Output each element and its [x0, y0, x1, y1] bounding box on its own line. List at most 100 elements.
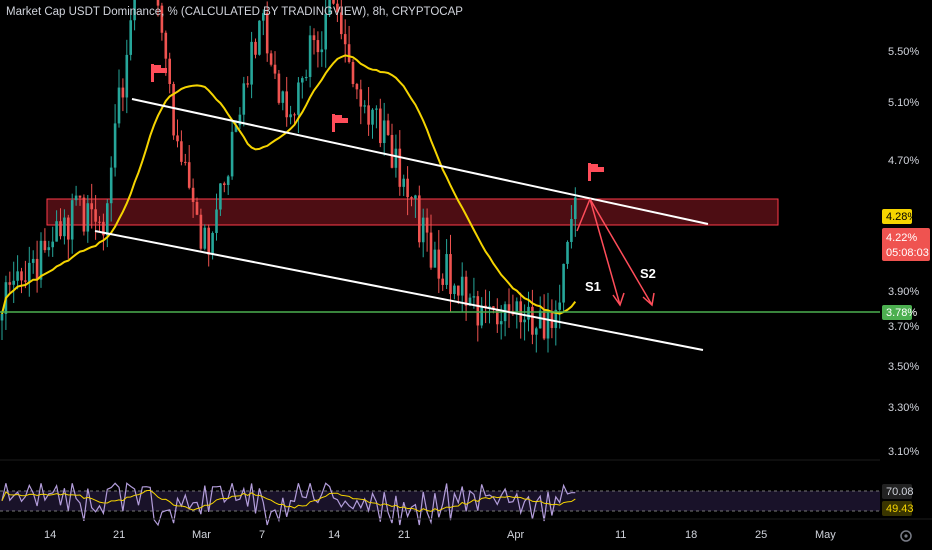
rsi-line — [1, 482, 576, 527]
candle-body — [375, 108, 378, 110]
svg-text:4.22%: 4.22% — [886, 232, 917, 244]
price-tick: 3.90% — [888, 286, 919, 298]
candle-body — [47, 247, 51, 251]
flag-icon — [151, 64, 167, 82]
candle-body — [226, 176, 230, 185]
candle-body — [281, 91, 285, 103]
channel-upper-line — [131, 98, 709, 225]
candle-body — [262, 13, 265, 21]
time-tick: 14 — [44, 529, 56, 541]
candle-body — [90, 203, 93, 210]
time-tick: 21 — [113, 529, 125, 541]
candle-body — [0, 313, 4, 321]
price-axis[interactable]: 5.50% 5.10% 4.70% 3.90% 3.70% 3.50% 3.30… — [888, 46, 919, 458]
s1-label: S1 — [585, 279, 601, 294]
candle-body — [371, 109, 374, 125]
candle-body — [418, 195, 421, 243]
candle-body — [211, 233, 214, 255]
candle-body — [472, 296, 476, 298]
candle-body — [277, 73, 281, 103]
price-tick: 4.70% — [888, 155, 919, 167]
candle-body — [207, 227, 210, 255]
last-price-tag: 4.22% 05:08:03 — [882, 228, 930, 261]
candle-body — [265, 13, 269, 54]
candle-body — [328, 0, 331, 15]
candle-body — [250, 41, 253, 85]
candle-body — [414, 195, 417, 199]
candle-body — [24, 280, 27, 282]
svg-text:70.08: 70.08 — [886, 486, 914, 498]
resistance-zone — [46, 198, 779, 226]
time-tick: 25 — [755, 529, 767, 541]
candle-body — [74, 195, 78, 201]
candle-body — [20, 271, 23, 281]
candle-body — [410, 197, 413, 199]
candle-body — [480, 305, 483, 326]
candle-body — [304, 76, 308, 79]
candle-body — [199, 214, 203, 249]
candle-body — [258, 20, 261, 55]
rsi-panel — [0, 459, 880, 527]
candle-body — [113, 123, 117, 168]
candlestick-series — [0, 0, 577, 353]
settings-icon[interactable] — [900, 530, 912, 542]
candle-body — [406, 178, 409, 198]
candle-body — [94, 209, 97, 222]
candle-body — [359, 89, 363, 107]
candle-body — [67, 217, 70, 240]
candle-body — [121, 87, 125, 98]
candle-body — [187, 162, 191, 188]
candle-body — [273, 64, 277, 74]
projection-up-leg — [576, 198, 591, 232]
candle-body — [78, 195, 82, 198]
candle-body — [554, 309, 558, 328]
candle-body — [176, 135, 179, 142]
candle-body — [172, 83, 175, 136]
candle-body — [125, 54, 129, 98]
candle-body — [437, 249, 441, 279]
time-tick: 7 — [259, 529, 265, 541]
s1-arrow — [589, 198, 621, 306]
candle-body — [546, 311, 550, 339]
candle-body — [133, 0, 136, 21]
candle-body — [402, 178, 405, 187]
svg-text:3.78%: 3.78% — [886, 307, 917, 319]
time-axis[interactable]: 14 21 Mar 7 14 21 Apr 11 18 25 May — [44, 529, 836, 541]
candle-body — [542, 310, 546, 339]
candle-body — [301, 78, 304, 83]
candle-body — [180, 141, 183, 162]
candle-body — [102, 221, 105, 236]
candle-body — [464, 276, 468, 306]
svg-text:05:08:03: 05:08:03 — [886, 247, 929, 259]
candle-body — [398, 148, 402, 187]
candle-body — [254, 41, 257, 55]
candle-body — [246, 83, 249, 85]
candle-body — [156, 0, 160, 6]
candle-body — [39, 240, 43, 280]
candle-body — [70, 200, 74, 240]
candle-body — [429, 232, 433, 268]
price-tick: 3.70% — [888, 321, 919, 333]
candle-body — [43, 240, 47, 251]
candle-body — [55, 221, 58, 242]
candle-body — [460, 276, 464, 296]
candle-body — [234, 125, 238, 132]
candle-body — [203, 227, 207, 249]
candle-body — [219, 183, 222, 210]
time-tick: Apr — [507, 529, 524, 541]
candle-body — [16, 271, 19, 281]
candle-body — [8, 282, 12, 285]
candle-body — [457, 285, 460, 296]
candle-body — [320, 49, 324, 53]
candle-body — [484, 305, 487, 308]
time-tick: 11 — [615, 529, 626, 541]
candle-body — [98, 221, 101, 223]
candle-body — [468, 297, 472, 306]
candle-body — [82, 197, 86, 232]
candle-body — [496, 309, 499, 325]
time-tick: 14 — [328, 529, 340, 541]
candle-body — [51, 241, 54, 248]
candle-body — [390, 134, 394, 168]
candle-body — [515, 301, 519, 315]
